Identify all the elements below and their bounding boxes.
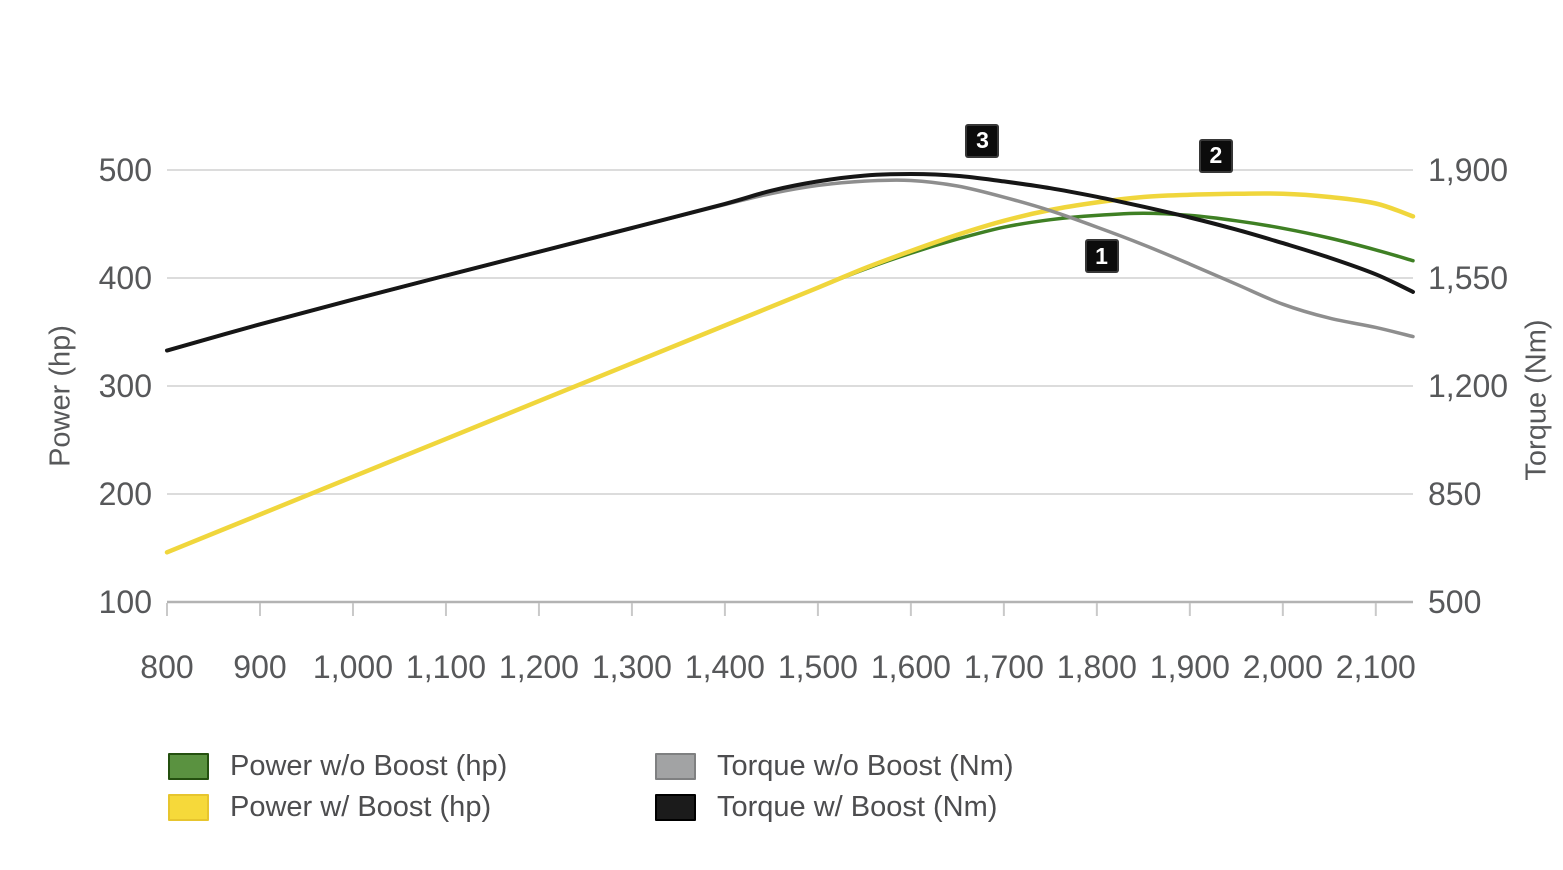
- x-tick-label: 1,600: [871, 649, 951, 685]
- legend-swatch: [168, 753, 209, 780]
- x-tick-label: 1,900: [1150, 649, 1230, 685]
- series-torque-with-boost: [165, 171, 1415, 353]
- left-axis-title: Power (hp): [44, 325, 77, 467]
- x-tick-label: 900: [233, 649, 286, 685]
- legend-item: Power w/ Boost (hp): [168, 791, 655, 824]
- x-tick-label: 1,100: [406, 649, 486, 685]
- annotation-badge-2: 2: [1198, 138, 1233, 173]
- x-tick-label: 1,200: [499, 649, 579, 685]
- legend-swatch: [655, 753, 696, 780]
- x-tick-label: 1,000: [313, 649, 393, 685]
- x-tick-label: 1,400: [685, 649, 765, 685]
- right-tick-label: 500: [1428, 584, 1481, 620]
- x-tick-label: 1,700: [964, 649, 1044, 685]
- legend-item: Torque w/o Boost (Nm): [655, 750, 1014, 783]
- tick-labels: 500 400 300 200 100 1,900 1,550 1,200 850 500 800 9…: [99, 152, 1508, 685]
- legend-item: Power w/o Boost (hp): [168, 750, 655, 783]
- x-tick-label: 2,000: [1243, 649, 1323, 685]
- left-tick-label: 100: [99, 584, 152, 620]
- left-tick-label: 200: [99, 476, 152, 512]
- legend-label: Power w/o Boost (hp): [230, 750, 508, 782]
- annotation-badge-3: 3: [965, 123, 1000, 158]
- right-tick-label: 1,200: [1428, 368, 1508, 404]
- left-tick-label: 500: [99, 152, 152, 188]
- legend-swatch: [655, 794, 696, 821]
- legend-label: Torque w/ Boost (Nm): [717, 791, 998, 823]
- legend-item: Torque w/ Boost (Nm): [655, 791, 1014, 824]
- legend-label: Power w/ Boost (hp): [230, 791, 492, 823]
- legend-swatch: [168, 794, 209, 821]
- x-tick-label: 800: [140, 649, 193, 685]
- annotation-badge-1: 1: [1084, 239, 1119, 274]
- x-tick-label: 2,100: [1336, 649, 1416, 685]
- legend-label: Torque w/o Boost (Nm): [717, 750, 1014, 782]
- right-tick-label: 1,550: [1428, 260, 1508, 296]
- x-tick-label: 1,500: [778, 649, 858, 685]
- x-tick-label: 1,800: [1057, 649, 1137, 685]
- right-tick-label: 850: [1428, 476, 1481, 512]
- series-torque-without-boost: [165, 178, 1415, 353]
- left-tick-label: 300: [99, 368, 152, 404]
- x-axis: [166, 600, 1413, 616]
- x-tick-label: 1,300: [592, 649, 672, 685]
- series-power-with-boost: [164, 191, 1416, 555]
- right-axis-title: Torque (Nm): [1520, 319, 1553, 481]
- series-power-without-boost: [165, 211, 1415, 555]
- left-tick-label: 400: [99, 260, 152, 296]
- legend: Power w/o Boost (hp) Power w/ Boost (hp) T…: [168, 746, 1014, 828]
- right-tick-label: 1,900: [1428, 152, 1508, 188]
